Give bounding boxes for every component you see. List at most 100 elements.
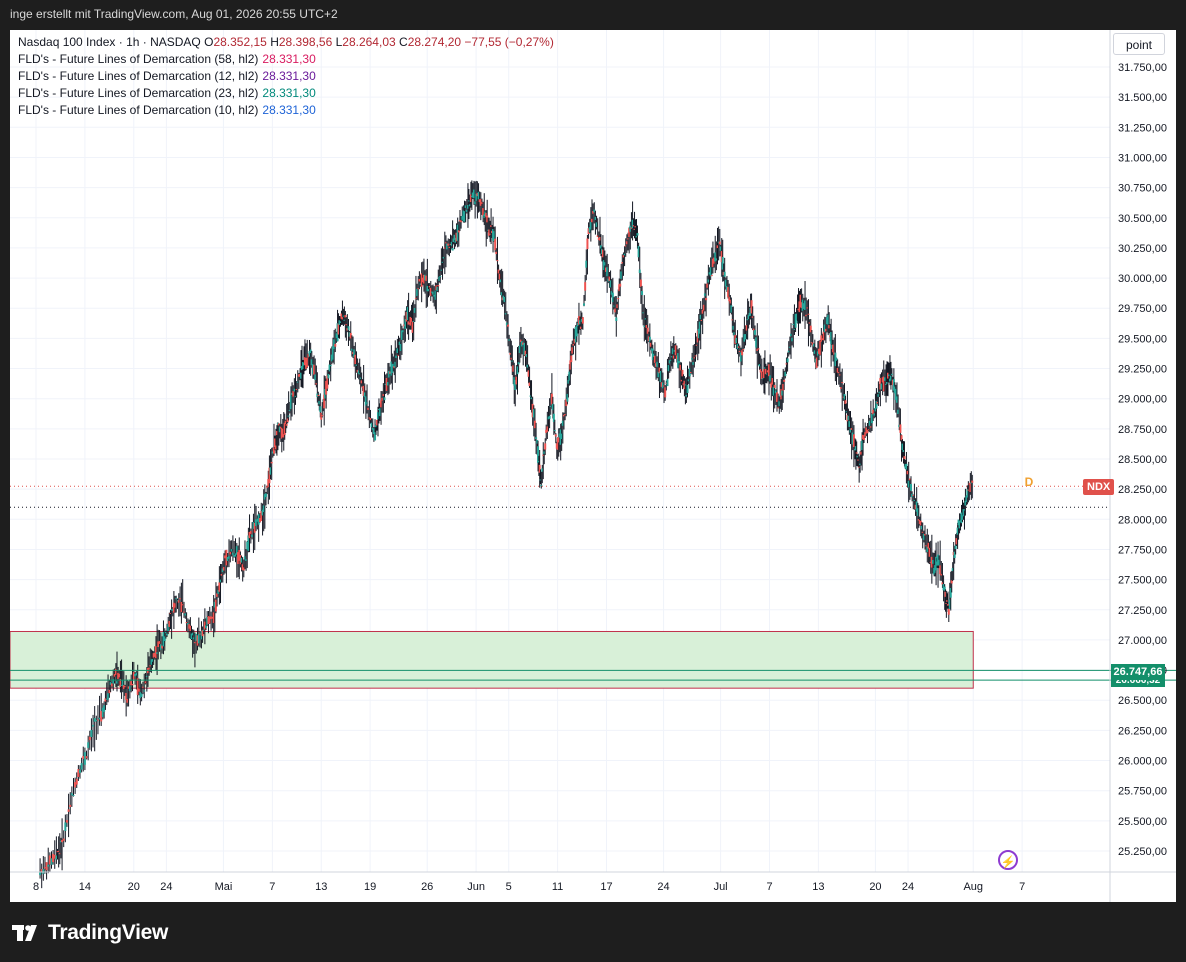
price-bar-body <box>263 494 266 500</box>
y-tick-label: 31.750,00 <box>1118 62 1167 74</box>
price-bar-body <box>296 381 299 383</box>
price-bar-body <box>629 225 632 232</box>
price-bar-body <box>832 344 835 353</box>
price-bar-body <box>161 645 164 649</box>
price-bar-body <box>126 699 129 703</box>
price-bar-body <box>479 199 482 206</box>
price-bar-body <box>672 355 675 359</box>
price-bar-body <box>857 459 860 461</box>
price-bar-body <box>143 690 146 692</box>
price-chart[interactable]: 31.750,00 31.500,00 31.250,00 31.000,00 30.7… <box>10 30 1176 902</box>
price-bar-body <box>680 379 683 382</box>
price-bar-body <box>130 681 133 686</box>
price-bar-body <box>865 427 868 434</box>
price-bar-body <box>543 451 546 454</box>
price-bar-body <box>868 420 871 426</box>
price-bar-body <box>80 763 83 770</box>
session-marker[interactable]: D <box>1024 475 1034 489</box>
price-bar-body <box>571 347 574 354</box>
price-bar-body <box>919 520 922 526</box>
indicator-row[interactable]: FLD's - Future Lines of Demarcation (10,… <box>18 102 554 119</box>
price-bar-body <box>345 324 348 326</box>
price-bar-body <box>879 378 882 390</box>
x-tick-label: 5 <box>506 881 512 893</box>
price-bar-body <box>200 630 203 640</box>
price-bar-body <box>256 518 259 522</box>
price-bar-body <box>222 567 225 571</box>
scale-mode-button[interactable]: point <box>1113 33 1165 55</box>
price-bar-body <box>646 327 649 334</box>
price-bar-body <box>305 357 308 369</box>
price-bar-body <box>264 493 267 498</box>
price-bar-body <box>330 354 333 362</box>
price-bar-body <box>756 349 759 351</box>
price-bar-body <box>494 238 497 251</box>
price-bar-body <box>356 369 359 373</box>
price-bar-body <box>886 382 889 384</box>
price-bar-body <box>890 373 893 375</box>
price-bar-body <box>951 568 954 572</box>
price-bar-body <box>508 339 511 341</box>
price-bar-body <box>69 804 72 807</box>
price-bar-body <box>854 446 857 451</box>
price-bar-body <box>114 669 117 675</box>
price-bar-body <box>436 286 439 292</box>
price-bar-body <box>546 426 549 432</box>
price-bar-body <box>536 439 539 444</box>
price-bar-body <box>319 406 322 412</box>
price-bar-body <box>471 192 474 198</box>
price-bar-body <box>642 312 645 314</box>
indicator-value: 28.331,30 <box>262 52 316 66</box>
price-bar-body <box>79 769 82 773</box>
price-bar-body <box>162 632 165 647</box>
tradingview-logo[interactable]: TradingView <box>12 921 168 945</box>
indicator-row[interactable]: FLD's - Future Lines of Demarcation (23,… <box>18 85 554 102</box>
price-bar-body <box>166 633 169 636</box>
price-bar-body <box>849 428 852 433</box>
price-bar-body <box>201 629 204 637</box>
price-bar-body <box>185 622 188 624</box>
price-bar-body <box>439 275 442 277</box>
x-tick-label: 19 <box>364 881 376 893</box>
price-bar-body <box>946 604 949 606</box>
indicator-row[interactable]: FLD's - Future Lines of Demarcation (58,… <box>18 51 554 68</box>
price-bar-body <box>107 693 110 700</box>
chart-pane[interactable]: 31.750,00 31.500,00 31.250,00 31.000,00 30.7… <box>10 30 1176 902</box>
price-bar-body <box>138 688 141 692</box>
lightning-icon[interactable]: ⚡ <box>998 850 1018 870</box>
price-bar-body <box>184 613 187 616</box>
indicator-row[interactable]: FLD's - Future Lines of Demarcation (12,… <box>18 68 554 85</box>
ohlc-row[interactable]: Nasdaq 100 Index · 1h · NASDAQ O28.352,1… <box>18 34 554 51</box>
price-bar-body <box>609 280 612 288</box>
price-bar-body <box>344 315 347 318</box>
price-bar-body <box>449 243 452 246</box>
y-tick-label: 29.750,00 <box>1118 303 1167 315</box>
price-bar-body <box>544 443 547 450</box>
price-bar-body <box>457 230 460 233</box>
price-bar-body <box>180 601 183 613</box>
price-bar-body <box>943 586 946 591</box>
price-bar-body <box>42 869 45 874</box>
price-bar-body <box>412 321 415 323</box>
price-bar-body <box>381 397 384 401</box>
price-bar-body <box>914 504 917 510</box>
price-bar-body <box>127 686 130 689</box>
price-bar-body <box>70 793 73 796</box>
price-bar-body <box>383 397 386 401</box>
price-bar-body <box>53 854 56 859</box>
price-bar-body <box>540 484 543 486</box>
price-bar-body <box>601 249 604 258</box>
price-bar-body <box>633 228 636 230</box>
price-bar-body <box>551 403 554 411</box>
price-bar-body <box>573 338 576 344</box>
price-bar-body <box>341 317 344 320</box>
price-bar-body <box>339 321 342 323</box>
price-bar-body <box>251 534 254 537</box>
y-tick-label: 28.000,00 <box>1118 514 1167 526</box>
footer: TradingView <box>0 902 1186 962</box>
high-value: 28.398,56 <box>278 35 333 49</box>
price-bar-body <box>225 549 228 566</box>
price-bar-body <box>794 314 797 328</box>
price-bar-body <box>485 212 488 218</box>
price-bar-body <box>45 862 48 871</box>
